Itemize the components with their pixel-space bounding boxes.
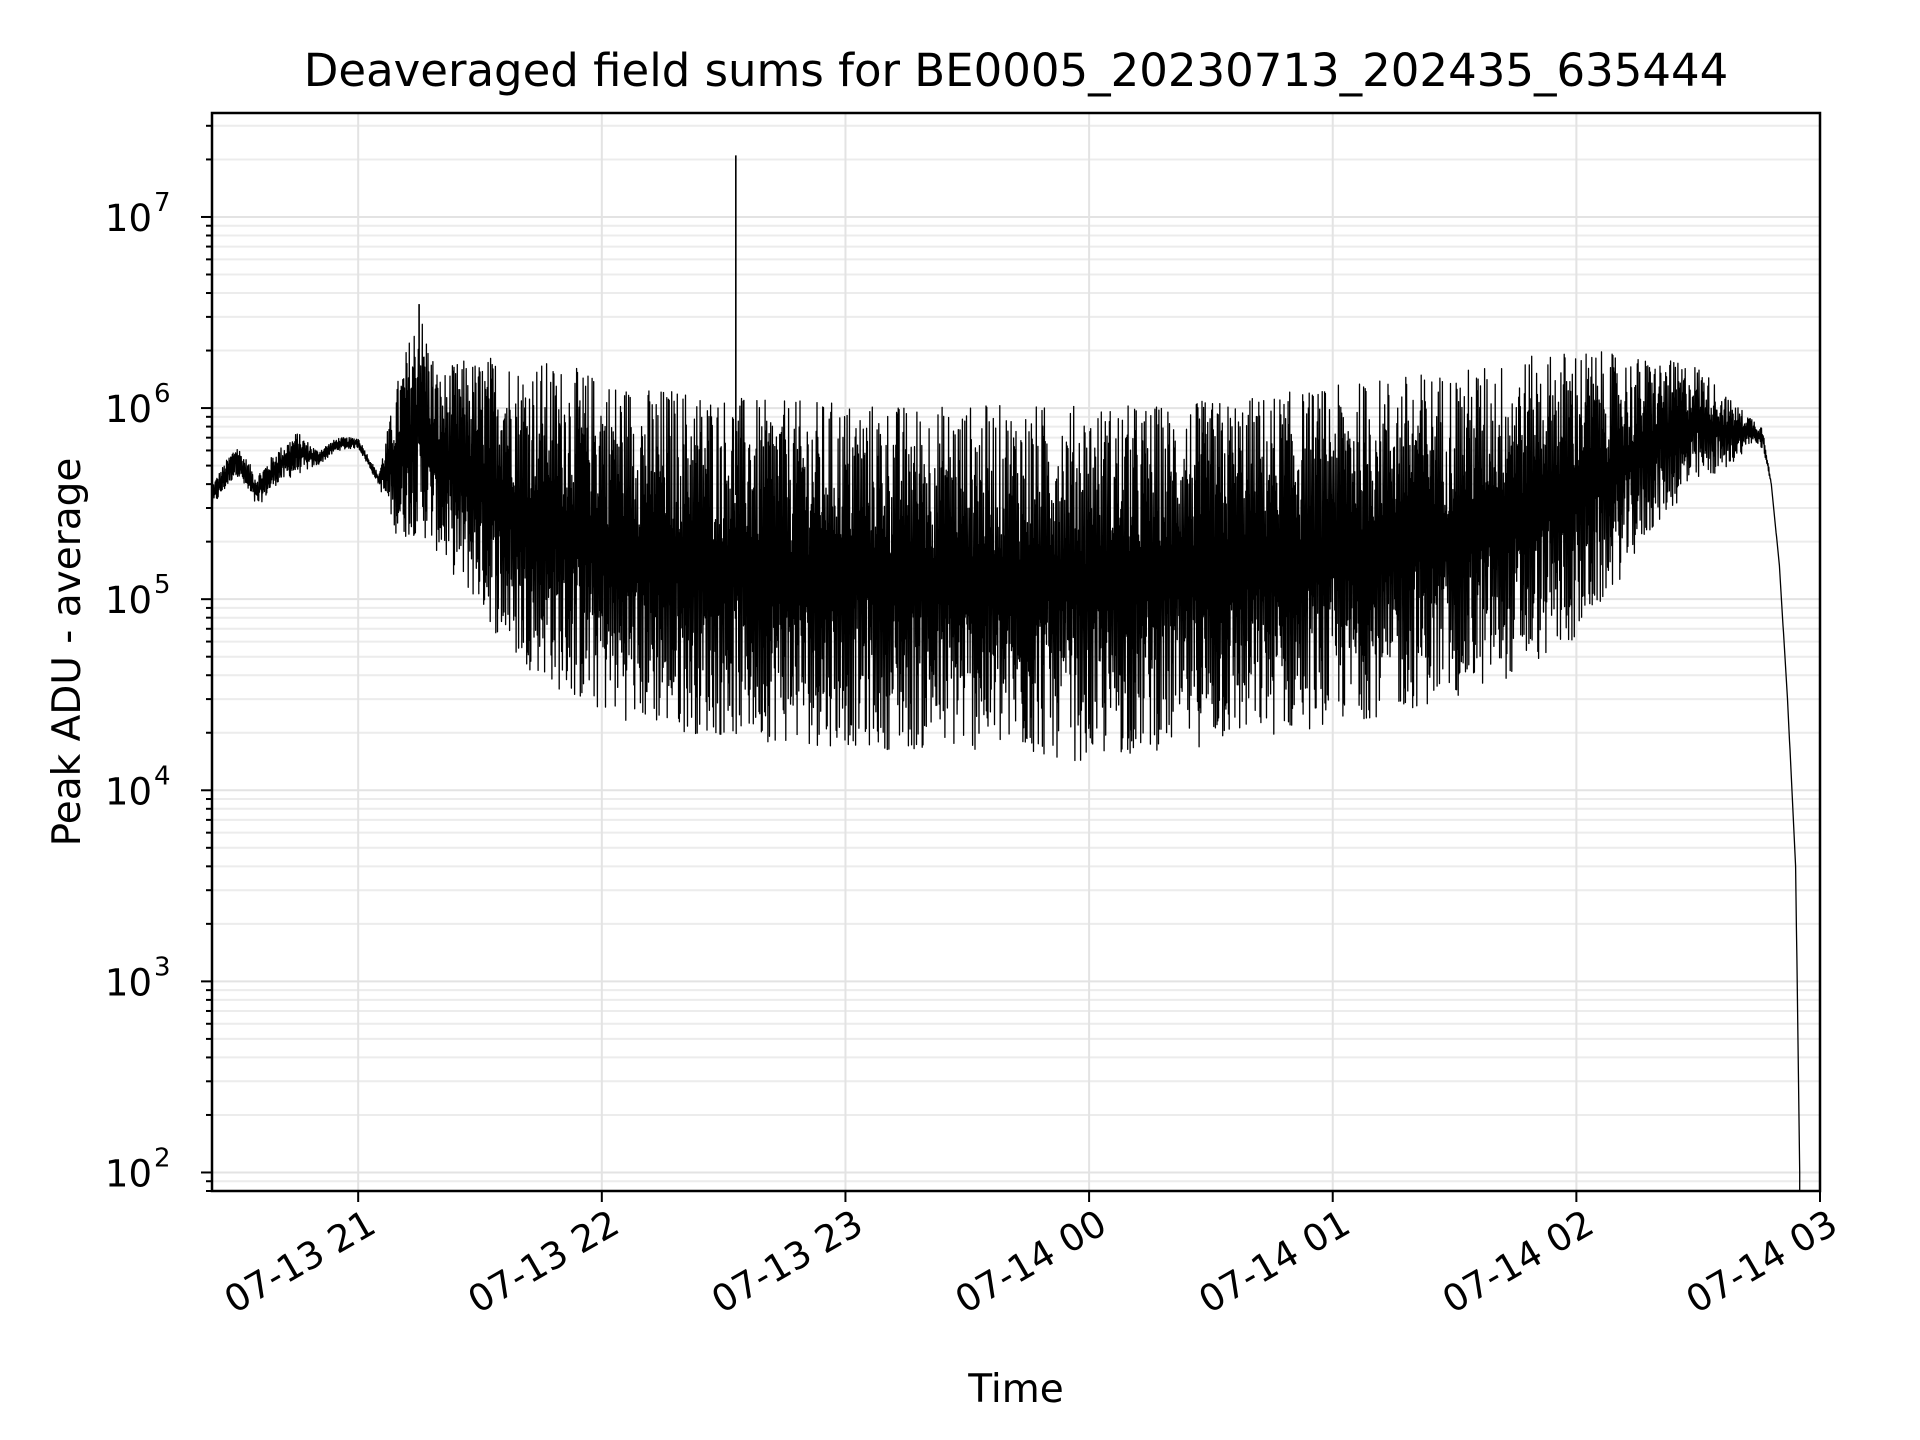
y-tick-exponent: 4 — [154, 761, 171, 791]
y-tick-exponent: 3 — [154, 952, 171, 982]
y-tick-exponent: 2 — [154, 1143, 171, 1173]
y-tick-label: 10 — [105, 388, 152, 431]
y-tick-exponent: 5 — [154, 570, 171, 600]
x-axis-label: Time — [967, 1367, 1063, 1412]
series-layer — [211, 155, 1801, 1191]
chart-title: Deaveraged field sums for BE0005_2023071… — [304, 44, 1729, 97]
y-tick-label: 10 — [105, 579, 152, 622]
y-tick-label: 10 — [105, 1152, 152, 1195]
y-axis-label: Peak ADU - average — [45, 458, 90, 847]
y-tick-label: 10 — [105, 197, 152, 240]
y-tick-exponent: 6 — [154, 379, 171, 409]
series-line — [211, 323, 1801, 1191]
y-tick-exponent: 7 — [154, 188, 171, 218]
y-tick-label: 10 — [105, 961, 152, 1004]
plot-frame — [210, 111, 1822, 1193]
y-tick-label: 10 — [105, 770, 152, 813]
